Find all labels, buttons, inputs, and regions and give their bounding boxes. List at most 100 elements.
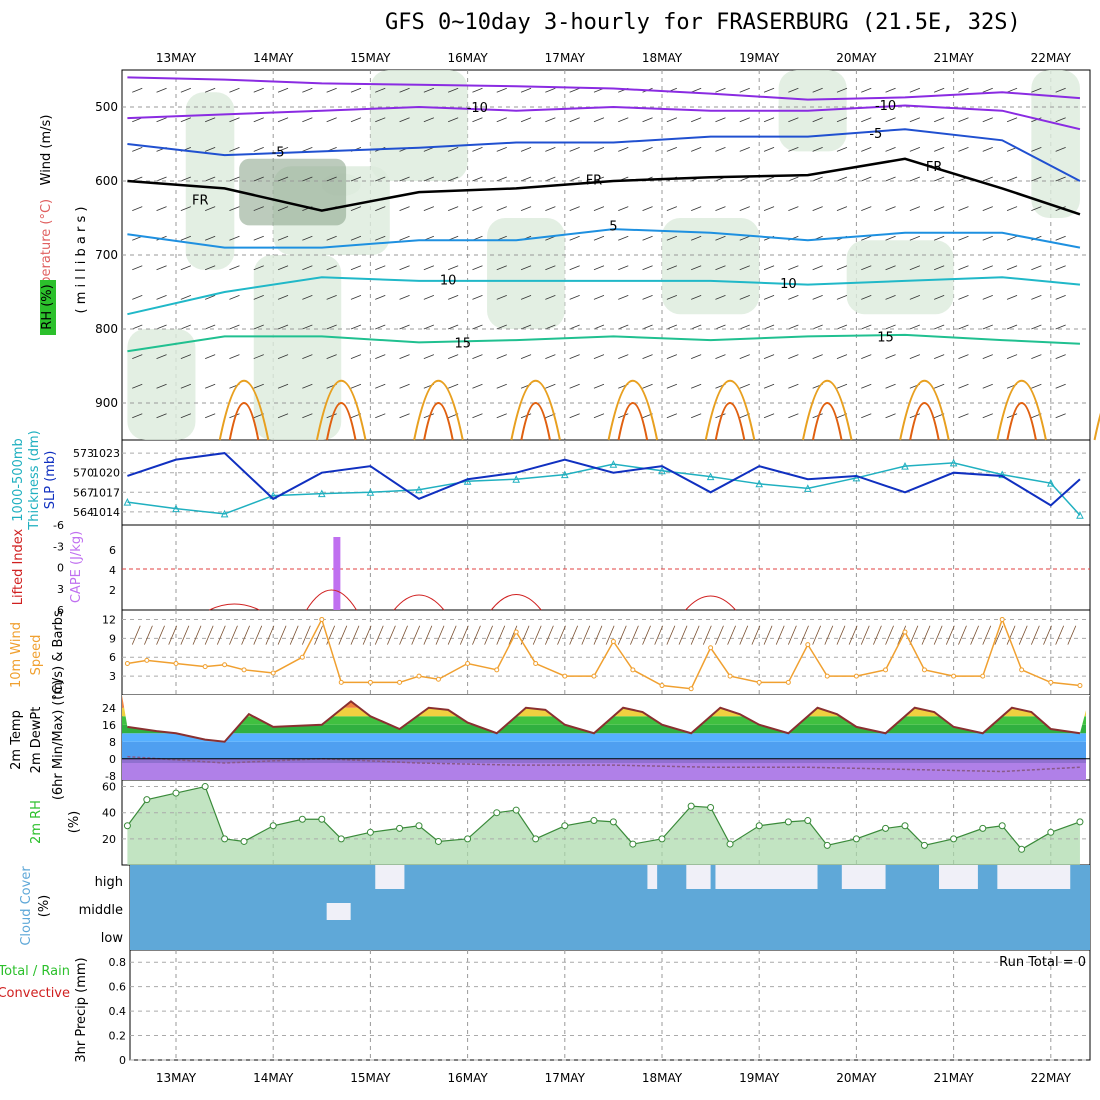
wind-barb [945, 625, 955, 645]
slp-label: SLP (mb) [43, 451, 58, 510]
wind-barb [1006, 117, 1018, 123]
wind-barb [691, 413, 702, 419]
li-peak [685, 595, 736, 611]
wind-barb [812, 625, 822, 645]
wind-barb [1055, 87, 1066, 93]
wind-barb [1055, 117, 1066, 123]
wind-barb [958, 324, 969, 330]
thickmb-label: 1000-500mb [11, 438, 26, 522]
wind-barb [1031, 295, 1042, 300]
wind-barb [496, 117, 507, 123]
top-date-label: 18MAY [642, 51, 683, 65]
wind-barb [861, 235, 872, 241]
wind-speed-point [999, 616, 1005, 622]
wind-barb [448, 176, 459, 182]
wind-speed-point [299, 654, 305, 660]
wind-barb [788, 324, 799, 330]
wind-barb [691, 383, 702, 389]
wind-barb [691, 265, 702, 271]
wind-barb [472, 265, 483, 271]
wind-barb [448, 206, 459, 211]
wind-barb [253, 354, 264, 359]
wind-barb [520, 413, 532, 419]
wind-barb [739, 265, 750, 271]
wind-barb [205, 147, 216, 152]
wind-barb [241, 625, 250, 645]
li-peak [393, 594, 445, 611]
wind-barb [666, 235, 678, 241]
wind-barb [569, 354, 580, 359]
rh-point [143, 796, 151, 804]
wind-barb [399, 176, 410, 182]
wind-barb [861, 176, 872, 182]
wind-speed-point [1019, 667, 1025, 673]
wind-barb [934, 265, 945, 271]
upper-mb-label: ( m i l l i b a r s ) [74, 207, 89, 314]
wind-barb [472, 383, 483, 389]
wind-barb [253, 206, 264, 211]
wind-barb [205, 413, 216, 419]
wind-speed-point [562, 673, 568, 679]
temp-band [122, 741, 1086, 759]
rh-point [784, 818, 792, 826]
wind-barb [229, 413, 240, 419]
isotherm-label: 10 [780, 277, 797, 292]
cloud-l1: Cloud Cover [19, 866, 34, 946]
wind-barb [326, 354, 337, 359]
wind-barb [1006, 413, 1018, 419]
wind-barb [836, 117, 848, 123]
temp-tick-label: 16 [102, 719, 116, 732]
rh-point [493, 809, 501, 817]
wind-barb [496, 625, 506, 645]
wind-barb [909, 235, 921, 241]
slp-line [127, 452, 1081, 507]
wind-barb [229, 117, 240, 123]
bottom-date-label: 20MAY [836, 1071, 877, 1085]
wind-left-labels: 10m Wind Speed (m/s) & Barbs [9, 610, 66, 700]
cloud-gap [375, 865, 405, 889]
precip-left-labels: Total / Rain Convective 3hr Precip (mm) [0, 957, 89, 1062]
wind-barb [205, 324, 216, 330]
wind-barb [763, 354, 775, 359]
cape-label: CAPE (J/kg) [69, 531, 84, 603]
wind-barb [472, 324, 483, 330]
wind-barb [1031, 354, 1042, 359]
wind-barb [763, 295, 775, 300]
wind-barb [763, 206, 775, 211]
wind-barb [423, 206, 435, 211]
wind-speed-point [805, 642, 811, 648]
precip-tick-label: 0.2 [109, 1030, 127, 1043]
wind-barb [472, 87, 483, 93]
wind-barb [472, 117, 483, 123]
cloud-gap [647, 865, 658, 889]
isotherm-label: -10 [467, 101, 488, 116]
wind-barb [253, 324, 264, 330]
upper-air-panel: 500 600 700 800 900 -10 -10 -5 -5 FR FR FR 5 10 10 15 15 [95, 70, 1100, 441]
wind-barb [180, 413, 192, 419]
wind-barb [958, 235, 969, 241]
wind-speed-point [338, 679, 344, 685]
surface-isotherm-arc [704, 379, 756, 441]
wind-barb [618, 295, 629, 300]
wind-barb [812, 176, 823, 182]
wind-barb [399, 625, 408, 645]
wind10m-panel: 3 6 9 12 [102, 613, 1090, 692]
temp2m-l2: 2m DewPt [29, 707, 44, 774]
top-date-label: 16MAY [447, 51, 488, 65]
rh-point [240, 837, 248, 845]
wind-barb [909, 324, 921, 330]
wind-barb [1055, 625, 1065, 645]
thickness-point [609, 460, 618, 468]
wind-barb [277, 117, 289, 123]
wind-barb [788, 295, 799, 300]
wind-barb [642, 265, 653, 271]
rh-point [687, 802, 695, 810]
cloud-high-label: high [95, 875, 123, 890]
wind-barb [982, 413, 993, 419]
wind-barb [277, 625, 287, 645]
wind-barb [642, 117, 653, 123]
wind-barb [958, 625, 967, 645]
wind-barb [472, 354, 483, 359]
wind-speed-point [951, 673, 957, 679]
wind-barb [666, 383, 678, 389]
